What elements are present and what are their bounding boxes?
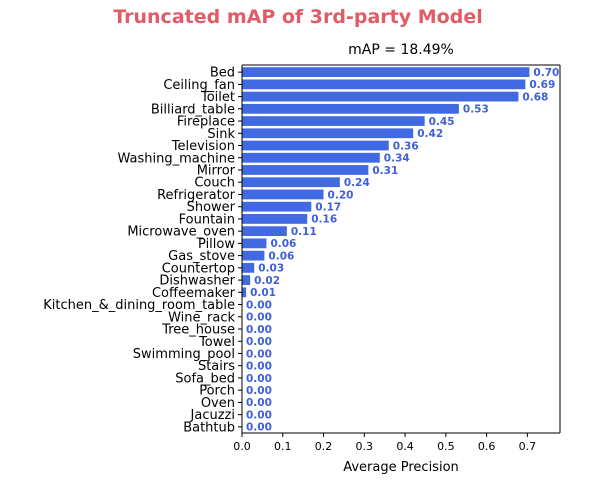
- category-label-5: Sink: [207, 127, 235, 142]
- category-label-4: Fireplace: [177, 115, 235, 130]
- category-label-27: Oven: [201, 396, 235, 411]
- bar-4: [242, 116, 425, 126]
- xtick-label-4: 0.4: [396, 440, 414, 453]
- value-label-28: 0.00: [246, 409, 272, 421]
- value-label-11: 0.17: [315, 201, 341, 213]
- category-label-2: Toilet: [200, 90, 235, 105]
- bar-12: [242, 214, 308, 224]
- value-label-25: 0.00: [246, 373, 272, 385]
- bar-6: [242, 140, 389, 151]
- value-label-17: 0.02: [254, 275, 280, 287]
- bar-2: [242, 91, 519, 102]
- value-label-16: 0.03: [258, 263, 284, 275]
- bar-13: [242, 226, 287, 237]
- xtick-label-7: 0.7: [519, 440, 537, 453]
- value-label-18: 0.01: [250, 287, 276, 299]
- category-label-11: Shower: [187, 200, 236, 215]
- category-label-22: Towel: [198, 335, 235, 350]
- bar-1: [242, 79, 526, 90]
- category-label-20: Wine_rack: [168, 310, 235, 325]
- bar-11: [242, 201, 312, 212]
- bar-18: [242, 287, 247, 298]
- value-label-22: 0.00: [246, 336, 272, 348]
- value-label-23: 0.00: [246, 348, 272, 360]
- category-label-8: Mirror: [197, 163, 236, 178]
- category-label-1: Ceiling_fan: [163, 78, 235, 93]
- category-label-9: Couch: [194, 176, 235, 191]
- xtick-label-1: 0.1: [274, 440, 292, 453]
- bar-8: [242, 165, 369, 175]
- bar-10: [242, 189, 324, 200]
- category-label-26: Porch: [199, 384, 235, 399]
- value-label-21: 0.00: [246, 324, 272, 336]
- bar-7: [242, 152, 380, 163]
- category-label-14: Pillow: [198, 237, 235, 252]
- value-label-24: 0.00: [246, 361, 272, 373]
- xtick-label-6: 0.6: [478, 440, 496, 453]
- banner-title: Truncated mAP of 3rd-party Model: [113, 6, 483, 28]
- category-label-7: Washing_machine: [118, 151, 235, 166]
- xtick-label-0: 0.0: [233, 440, 251, 453]
- bar-15: [242, 250, 265, 261]
- chart-title: mAP = 18.49%: [348, 42, 454, 58]
- value-label-19: 0.00: [246, 299, 272, 311]
- xtick-label-3: 0.3: [356, 440, 374, 453]
- category-label-23: Swimming_pool: [133, 347, 235, 362]
- value-label-7: 0.34: [384, 153, 410, 165]
- category-label-24: Stairs: [198, 359, 235, 374]
- value-label-5: 0.42: [417, 128, 443, 140]
- category-label-0: Bed: [210, 66, 235, 81]
- xtick-label-2: 0.2: [315, 440, 333, 453]
- category-label-25: Sofa_bed: [175, 371, 235, 386]
- plot-area: mAP = 18.49% Bed 0.70 Ceiling_fan 0.69 Toilet…: [43, 42, 561, 475]
- value-label-15: 0.06: [268, 250, 294, 262]
- bar-0: [242, 67, 530, 78]
- value-label-0: 0.70: [533, 67, 559, 79]
- category-label-21: Tree_house: [161, 323, 235, 338]
- value-label-14: 0.06: [270, 238, 296, 250]
- category-label-28: Jacuzzi: [190, 408, 235, 423]
- category-label-17: Dishwasher: [159, 274, 235, 289]
- category-label-18: Coffeemaker: [152, 286, 236, 301]
- category-label-15: Gas_stove: [168, 249, 235, 264]
- bar-16: [242, 262, 255, 273]
- value-label-12: 0.16: [311, 214, 337, 226]
- bar-17: [242, 275, 251, 285]
- value-label-2: 0.68: [522, 91, 548, 103]
- value-label-6: 0.36: [393, 140, 419, 152]
- x-axis-title: Average Precision: [343, 460, 459, 475]
- value-label-27: 0.00: [246, 397, 272, 409]
- value-label-26: 0.00: [246, 385, 272, 397]
- value-label-29: 0.00: [246, 422, 272, 434]
- value-label-4: 0.45: [429, 116, 455, 128]
- value-label-8: 0.31: [372, 165, 398, 177]
- value-label-10: 0.20: [328, 189, 354, 201]
- category-label-16: Countertop: [162, 261, 235, 276]
- category-label-13: Microwave_oven: [127, 225, 235, 240]
- category-label-29: Bathtub: [183, 420, 235, 435]
- category-label-6: Television: [171, 139, 235, 154]
- value-label-20: 0.00: [246, 312, 272, 324]
- category-label-3: Billiard_table: [151, 102, 235, 117]
- bar-3: [242, 103, 459, 114]
- bar-5: [242, 128, 414, 139]
- category-label-12: Fountain: [179, 212, 235, 227]
- value-label-13: 0.11: [291, 226, 317, 238]
- bar-14: [242, 238, 267, 249]
- xtick-label-5: 0.5: [437, 440, 455, 453]
- value-label-9: 0.24: [344, 177, 370, 189]
- category-label-19: Kitchen_&_dining_room_table: [43, 298, 235, 313]
- category-label-10: Refrigerator: [157, 188, 236, 203]
- value-label-3: 0.53: [463, 104, 489, 116]
- bar-9: [242, 177, 340, 188]
- value-label-1: 0.69: [529, 79, 555, 91]
